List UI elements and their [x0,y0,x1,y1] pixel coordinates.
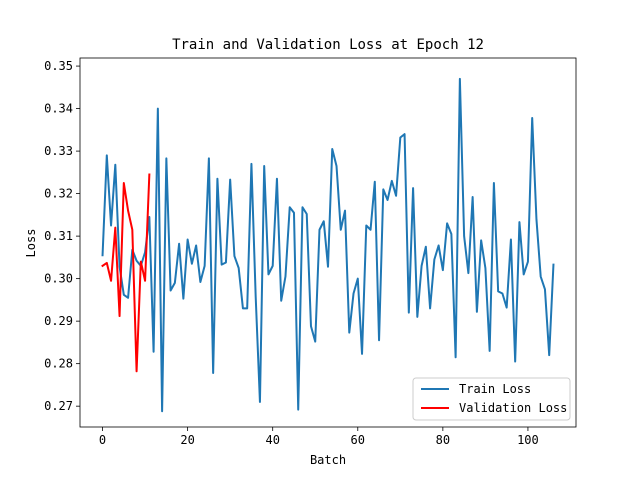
y-tick-label: 0.33 [44,144,73,158]
x-axis-ticks: 0 20 40 60 80 100 [99,427,539,447]
legend-box [412,377,571,421]
legend-label-validation: Validation Loss [459,401,567,415]
y-tick-label: 0.28 [44,357,73,371]
x-tick-label: 80 [436,433,450,447]
series-line-validation [101,173,151,373]
legend-label-train: Train Loss [459,382,531,396]
plot-area: 0 20 40 60 80 100 0.27 0.28 0.29 0.30 0.31 0.32 0.3… [44,57,577,447]
series-line-train [101,77,555,413]
axes-frame [79,57,577,428]
y-tick-label: 0.31 [44,229,73,243]
x-tick-label: 20 [180,433,194,447]
chart-legend: Train Loss Validation Loss [412,377,571,421]
y-tick-label: 0.34 [44,102,73,116]
y-tick-label: 0.32 [44,187,73,201]
x-tick-label: 100 [517,433,539,447]
x-tick-label: 40 [265,433,279,447]
y-tick-label: 0.30 [44,272,73,286]
y-tick-label: 0.35 [44,59,73,73]
y-axis-label: Loss [24,229,38,258]
x-tick-label: 60 [351,433,365,447]
series-layer [101,77,555,413]
y-tick-label: 0.29 [44,314,73,328]
chart-title: Train and Validation Loss at Epoch 12 [172,37,484,53]
y-axis-ticks: 0.27 0.28 0.29 0.30 0.31 0.32 0.33 0.34 0.35 [44,59,80,413]
y-tick-label: 0.27 [44,399,73,413]
x-axis-label: Batch [310,453,346,467]
x-tick-label: 0 [99,433,106,447]
